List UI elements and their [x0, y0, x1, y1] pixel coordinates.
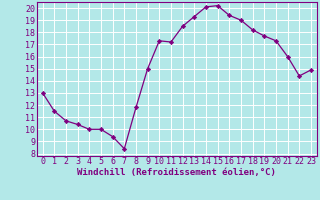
X-axis label: Windchill (Refroidissement éolien,°C): Windchill (Refroidissement éolien,°C) — [77, 168, 276, 177]
